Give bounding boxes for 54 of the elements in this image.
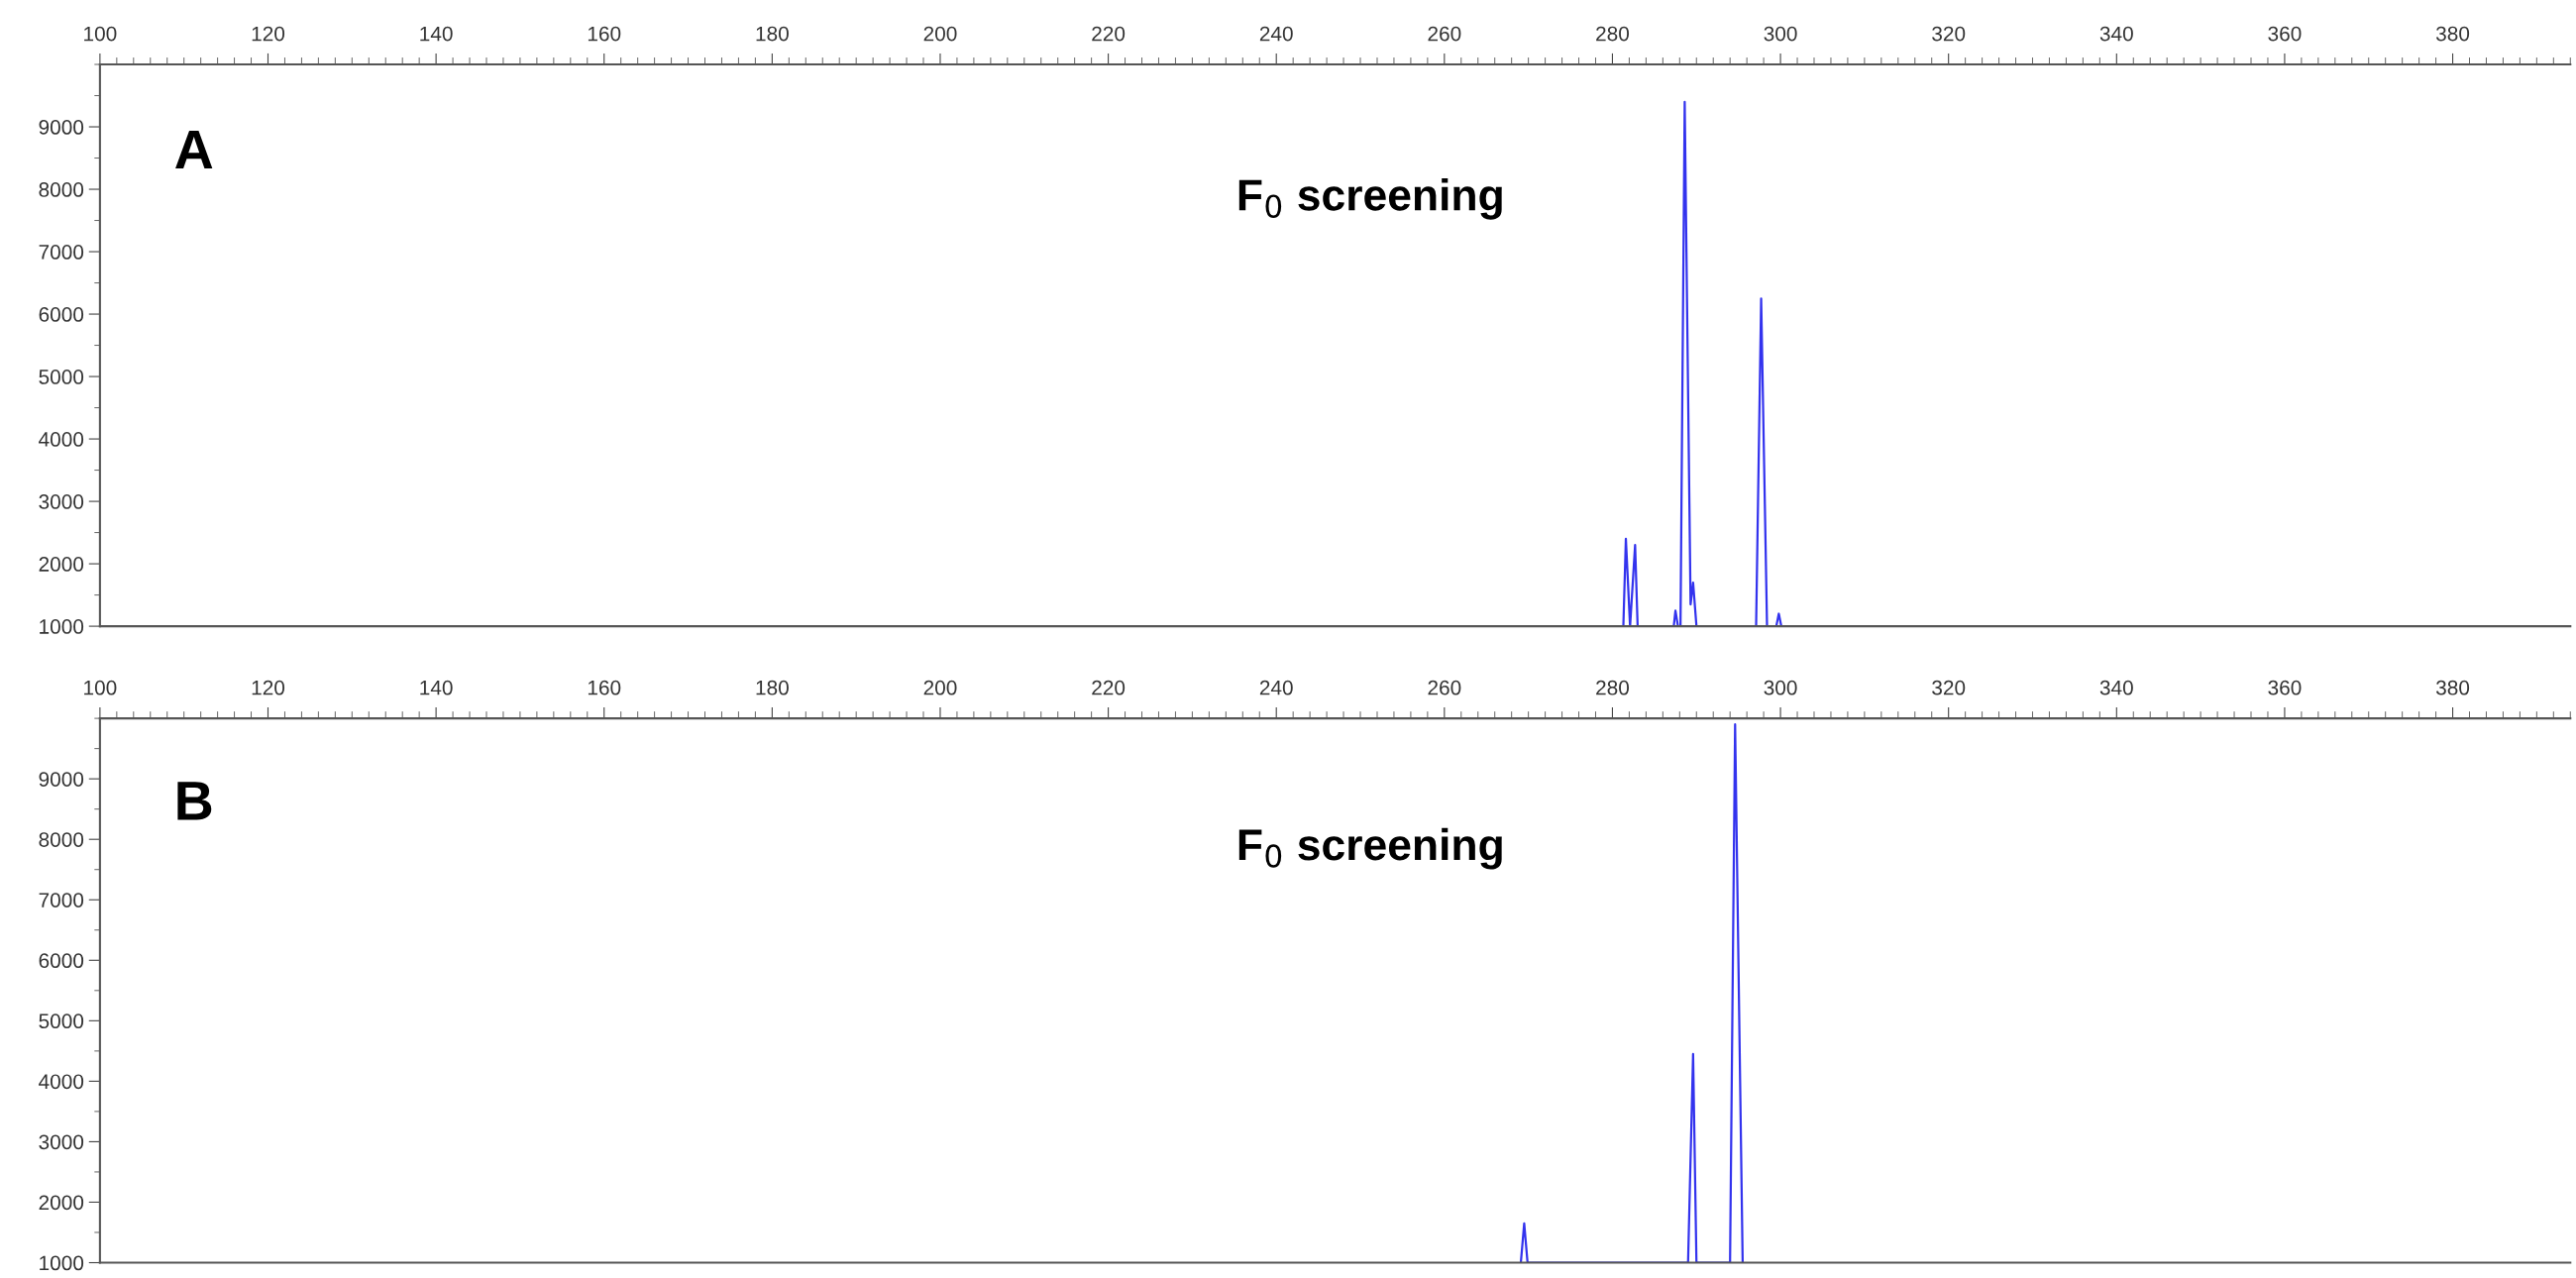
x-tick-label: 180	[756, 26, 789, 42]
x-tick-label: 260	[1428, 26, 1461, 42]
y-tick-label: 8000	[39, 832, 84, 847]
x-tick-label: 360	[2268, 26, 2302, 42]
x-tick-label: 200	[923, 680, 957, 695]
x-tick-label: 280	[1596, 26, 1630, 42]
y-tick-label: 7000	[39, 893, 84, 907]
y-tick-label: 8000	[39, 182, 84, 197]
x-tick-label: 120	[252, 680, 285, 695]
x-tick-label: 220	[1092, 26, 1126, 42]
y-tick-label: 7000	[39, 245, 84, 260]
y-tick-label: 3000	[39, 494, 84, 509]
annotation: A	[175, 130, 213, 169]
x-tick-label: 240	[1259, 26, 1293, 42]
x-tick-label: 320	[1932, 26, 1966, 42]
x-tick-label: 300	[1764, 26, 1797, 42]
x-tick-label: 180	[756, 680, 789, 695]
y-tick-label: 6000	[39, 307, 84, 322]
line-series	[1622, 100, 1783, 627]
x-tick-label: 380	[2435, 680, 2470, 695]
annotation: F$_{0}$ screening	[1238, 178, 1502, 220]
y-tick-label: 1000	[40, 619, 84, 634]
x-tick-label: 380	[2435, 26, 2470, 42]
x-tick-label: 160	[588, 26, 621, 42]
x-tick-label: 140	[420, 26, 453, 42]
x-tick-label: 220	[1092, 680, 1126, 695]
x-tick-label: 140	[420, 680, 453, 695]
y-tick-label: 4000	[39, 432, 84, 447]
y-tick-label: 1000	[40, 1255, 84, 1271]
x-tick-label: 260	[1428, 680, 1461, 695]
x-tick-label: 100	[84, 26, 117, 42]
x-tick-label: 160	[588, 680, 621, 695]
x-tick-label: 280	[1596, 680, 1630, 695]
x-tick-label: 340	[2099, 680, 2133, 695]
x-tick-label: 360	[2268, 680, 2302, 695]
y-tick-label: 4000	[39, 1074, 84, 1090]
x-tick-label: 120	[252, 26, 285, 42]
annotation: B	[177, 782, 212, 820]
line-series	[1519, 723, 1745, 1263]
x-tick-label: 200	[923, 26, 957, 42]
y-tick-label: 2000	[39, 557, 84, 572]
x-tick-label: 240	[1259, 680, 1293, 695]
y-tick-label: 9000	[39, 772, 84, 787]
y-tick-label: 9000	[39, 120, 84, 135]
annotation: F$_{0}$ screening	[1238, 827, 1502, 870]
y-tick-label: 6000	[39, 953, 84, 969]
y-tick-label: 2000	[39, 1195, 84, 1211]
y-tick-label: 3000	[39, 1134, 84, 1150]
y-tick-label: 5000	[39, 1013, 84, 1029]
x-tick-label: 340	[2099, 26, 2133, 42]
x-tick-label: 300	[1764, 680, 1797, 695]
x-tick-label: 100	[84, 680, 117, 695]
x-tick-label: 320	[1932, 680, 1966, 695]
y-tick-label: 5000	[39, 370, 84, 384]
